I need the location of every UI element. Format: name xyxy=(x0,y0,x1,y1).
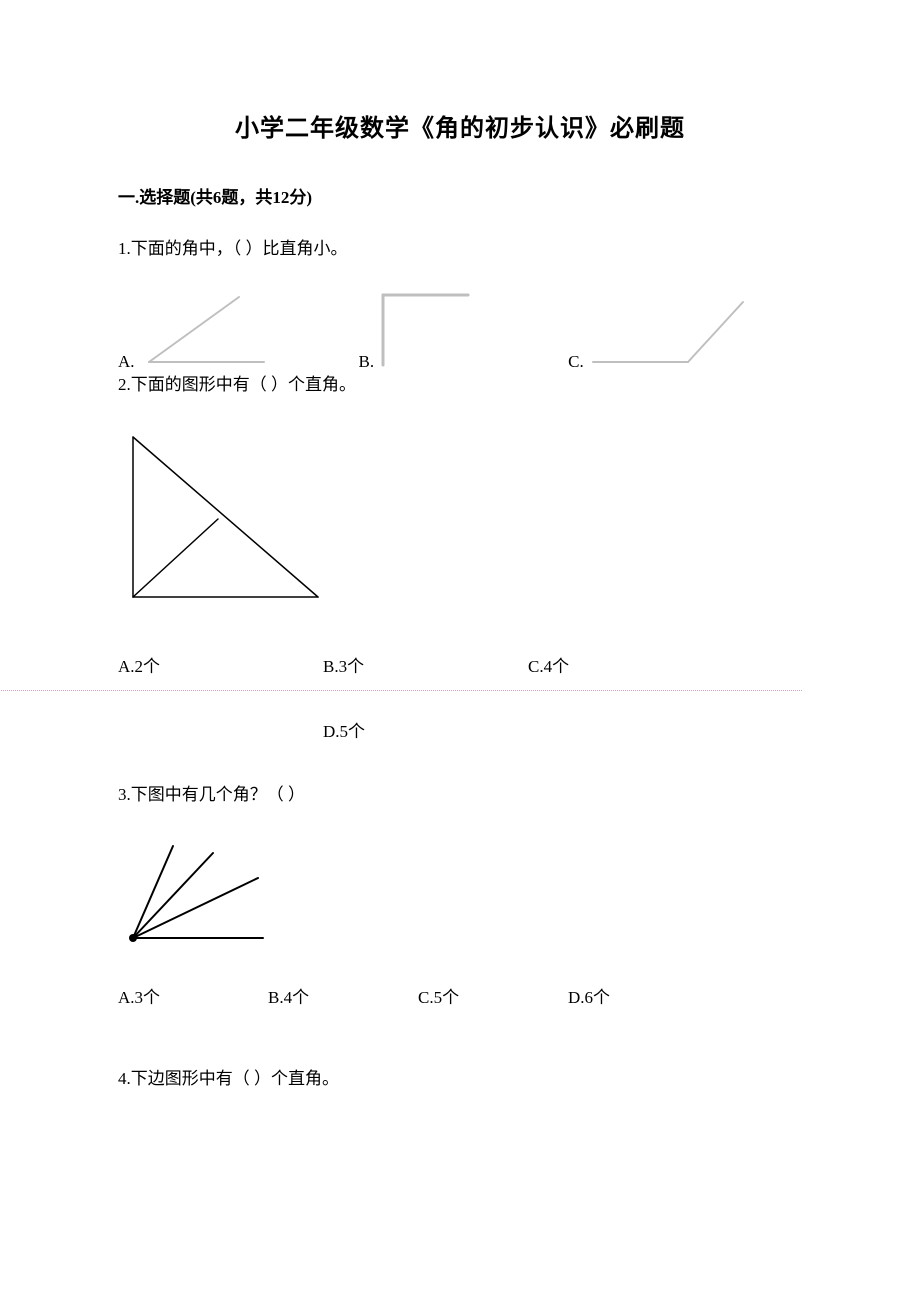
q1-label-b: B. xyxy=(359,352,375,372)
q1-figure-b xyxy=(378,292,473,372)
q2-text: 2.下面的图形中有（ ）个直角。 xyxy=(118,372,802,398)
angle-rays-icon xyxy=(118,838,268,948)
q1-figure-c xyxy=(588,297,748,372)
q2-option-c: C.4个 xyxy=(528,652,733,677)
q3-option-b: B.4个 xyxy=(268,983,418,1008)
q3-option-a: A.3个 xyxy=(118,983,268,1008)
q1-text: 1.下面的角中，（ ）比直角小。 xyxy=(118,236,802,262)
q1-figure-a xyxy=(139,292,269,372)
q1-label-a: A. xyxy=(118,352,135,372)
q3-text: 3.下图中有几个角？（ ） xyxy=(118,782,802,808)
q2-figure xyxy=(118,427,802,612)
angle-acute-icon xyxy=(139,292,269,367)
triangle-shape-icon xyxy=(118,427,328,607)
q1-label-c: C. xyxy=(568,352,584,372)
q2-options-row: A.2个 B.3个 C.4个 xyxy=(118,652,802,677)
page-dotted-line xyxy=(0,690,802,691)
q2-option-b: B.3个 xyxy=(323,652,528,677)
q2-option-d: D.5个 xyxy=(323,717,365,742)
q3-options-row: A.3个 B.4个 C.5个 D.6个 xyxy=(118,983,802,1008)
q1-option-b: B. xyxy=(359,292,474,372)
q3-figure xyxy=(118,838,802,953)
q3-option-c: C.5个 xyxy=(418,983,568,1008)
q2-options-row-2: D.5个 xyxy=(118,717,802,742)
q2-option-a: A.2个 xyxy=(118,652,323,677)
q3-option-d: D.6个 xyxy=(568,983,718,1008)
page-title: 小学二年级数学《角的初步认识》必刷题 xyxy=(118,108,802,143)
section-header: 一.选择题(共6题，共12分) xyxy=(118,183,802,208)
angle-obtuse-icon xyxy=(588,297,748,367)
q1-option-a: A. xyxy=(118,292,269,372)
q1-option-c: C. xyxy=(568,297,748,372)
q4-text: 4.下边图形中有（ ）个直角。 xyxy=(118,1066,802,1092)
q1-options-row: A. B. C. xyxy=(118,292,802,372)
angle-right-icon xyxy=(378,292,473,367)
